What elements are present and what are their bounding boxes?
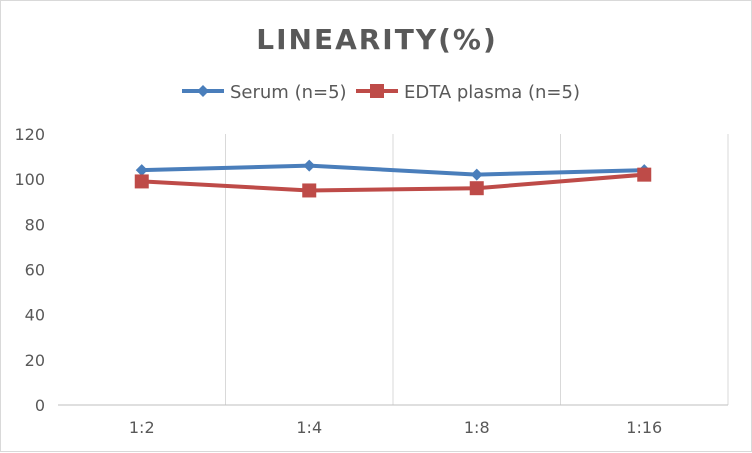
diamond-marker [303, 159, 316, 172]
series-line [141, 163, 645, 177]
y-tick-label: 120 [14, 125, 45, 144]
diamond-marker [197, 85, 209, 97]
legend: Serum (n=5) EDTA plasma (n=5) [182, 82, 580, 103]
square-marker [134, 174, 149, 189]
x-tick-label: 1:2 [129, 418, 155, 437]
square-marker [370, 84, 384, 98]
square-marker [302, 183, 317, 198]
y-tick-label: 0 [35, 396, 45, 415]
y-tick-label: 80 [25, 215, 45, 234]
y-tick-label: 100 [14, 170, 45, 189]
x-tick-label: 1:4 [296, 418, 322, 437]
y-tick-label: 20 [25, 351, 45, 370]
x-tick-label: 1:8 [464, 418, 490, 437]
x-tick-label: 1:16 [626, 418, 662, 437]
legend-label: Serum (n=5) [230, 82, 347, 103]
square-marker [469, 181, 484, 196]
y-tick-label: 40 [25, 306, 45, 325]
diamond-marker [470, 168, 483, 181]
y-tick-label: 60 [25, 261, 45, 280]
square-marker [637, 167, 652, 182]
chart-title: LINEARITY(%) [256, 23, 498, 56]
series-1 [134, 167, 652, 198]
legend-label: EDTA plasma (n=5) [404, 82, 580, 103]
series-line [141, 172, 645, 193]
series-0 [135, 159, 651, 181]
diamond-marker [135, 164, 148, 177]
